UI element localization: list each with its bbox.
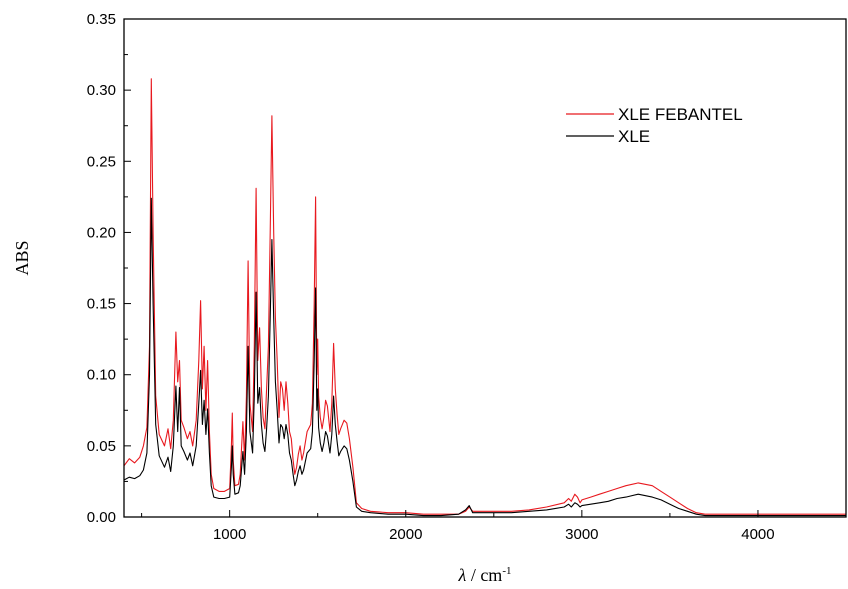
x-tick-label: 2000 [389,526,422,543]
axis-ticks: 1000 2000 3000 4000 0.00 0.05 0.10 0.15 0.20 0.25… [87,11,847,543]
x-tick-label: 4000 [741,526,774,543]
legend: XLE FEBANTEL XLE [566,105,743,146]
y-tick-label: 0.20 [87,224,116,241]
y-tick-label: 0.10 [87,367,116,384]
y-tick-label: 0.30 [87,82,116,99]
series-line-0 [124,78,846,515]
x-axis-unit: / cm [466,565,502,585]
x-axis-symbol: λ [458,565,467,585]
y-axis-label: ABS [12,240,32,275]
y-tick-label: 0.35 [87,11,116,28]
series-line-1 [124,197,846,517]
y-tick-label: 0.00 [87,509,116,526]
legend-label-0: XLE FEBANTEL [618,105,743,124]
x-axis-label: λ / cm-1 [458,565,512,585]
x-tick-label: 3000 [565,526,598,543]
y-tick-label: 0.05 [87,438,116,455]
x-axis-superscript: -1 [502,565,511,577]
plot-frame [123,18,847,518]
legend-label-1: XLE [618,127,650,146]
y-tick-label: 0.15 [87,296,116,313]
x-tick-label: 1000 [213,526,246,543]
y-tick-label: 0.25 [87,153,116,170]
plot-area [124,78,846,517]
